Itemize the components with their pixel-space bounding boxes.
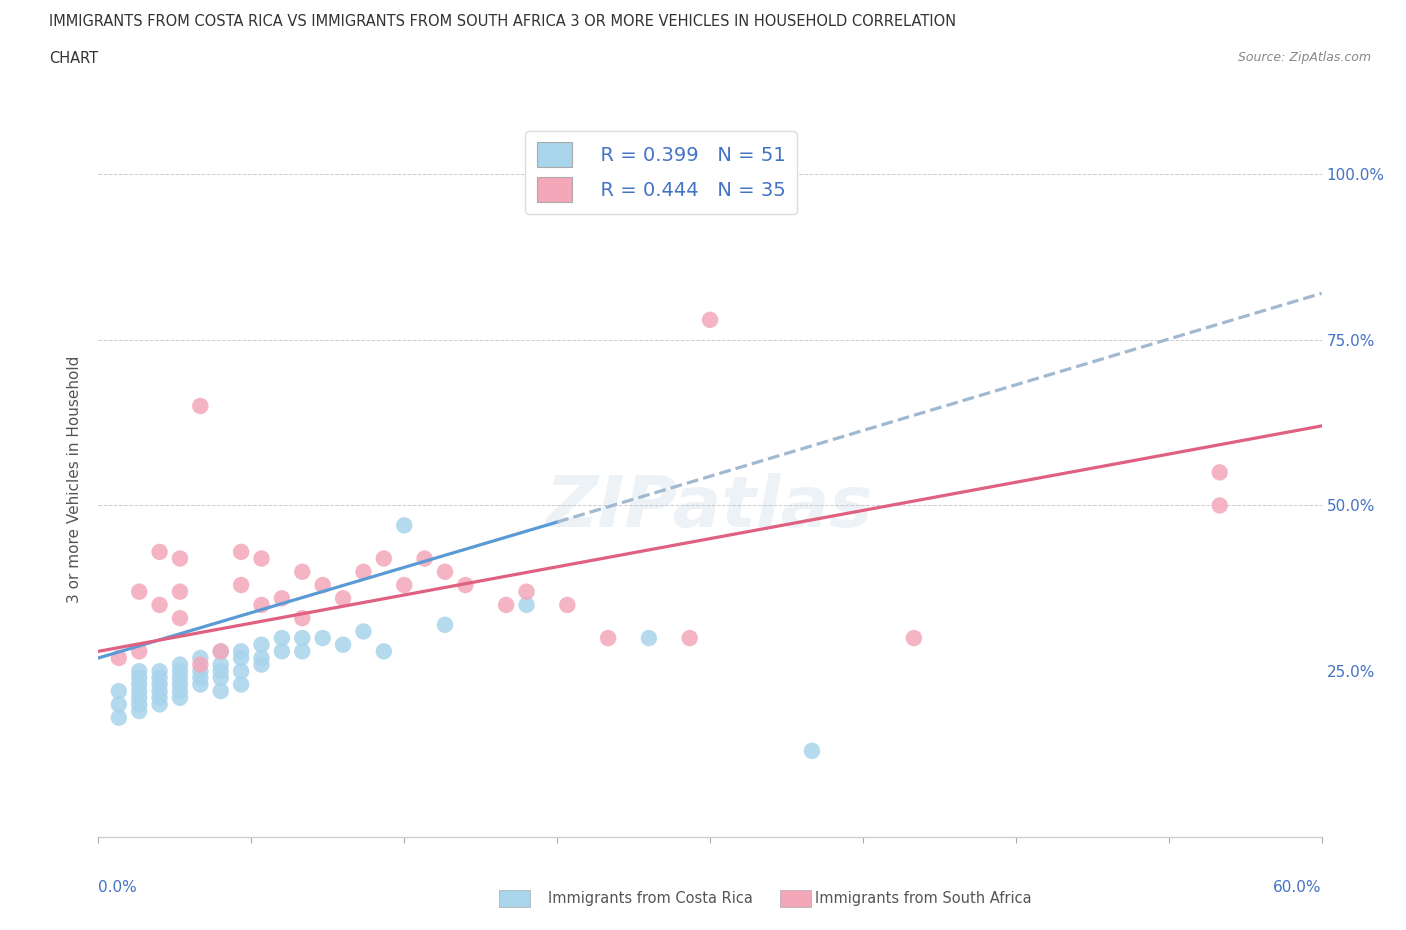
- Point: [108, 711, 131, 725]
- Point: [149, 684, 172, 698]
- Point: [169, 664, 191, 679]
- Point: [231, 651, 253, 666]
- Point: [128, 684, 150, 698]
- Point: [149, 597, 172, 612]
- Point: [434, 565, 457, 579]
- Point: [149, 544, 172, 559]
- Point: [699, 312, 721, 327]
- Point: [209, 644, 232, 658]
- Point: [149, 690, 172, 705]
- Point: [149, 677, 172, 692]
- Point: [128, 584, 150, 599]
- Point: [128, 690, 150, 705]
- Point: [270, 631, 294, 645]
- Point: [231, 544, 253, 559]
- Point: [169, 658, 191, 672]
- Point: [108, 697, 131, 711]
- Point: [209, 664, 232, 679]
- Point: [188, 399, 212, 414]
- Y-axis label: 3 or more Vehicles in Household: 3 or more Vehicles in Household: [67, 355, 83, 603]
- Point: [188, 664, 212, 679]
- Point: [291, 644, 314, 658]
- Point: [149, 664, 172, 679]
- Point: [188, 677, 212, 692]
- Point: [373, 551, 395, 566]
- Point: [312, 631, 335, 645]
- Point: [454, 578, 477, 592]
- Point: [903, 631, 925, 645]
- Point: [169, 684, 191, 698]
- Point: [209, 644, 232, 658]
- Text: Immigrants from South Africa: Immigrants from South Africa: [815, 891, 1032, 906]
- Point: [352, 624, 374, 639]
- Point: [169, 677, 191, 692]
- Point: [291, 565, 314, 579]
- Point: [392, 578, 416, 592]
- Point: [128, 671, 150, 685]
- Point: [250, 637, 273, 652]
- Point: [169, 690, 191, 705]
- Point: [291, 611, 314, 626]
- Point: [332, 637, 354, 652]
- Point: [557, 597, 579, 612]
- Text: 60.0%: 60.0%: [1274, 880, 1322, 895]
- Point: [149, 671, 172, 685]
- Point: [169, 611, 191, 626]
- Point: [231, 677, 253, 692]
- Point: [108, 651, 131, 666]
- Point: [413, 551, 436, 566]
- Point: [250, 551, 273, 566]
- Point: [128, 697, 150, 711]
- Point: [270, 591, 294, 605]
- Point: [270, 644, 294, 658]
- Point: [801, 743, 824, 758]
- Point: [250, 597, 273, 612]
- Point: [149, 697, 172, 711]
- Point: [638, 631, 661, 645]
- Point: [332, 591, 354, 605]
- Point: [169, 584, 191, 599]
- Point: [209, 671, 232, 685]
- Text: IMMIGRANTS FROM COSTA RICA VS IMMIGRANTS FROM SOUTH AFRICA 3 OR MORE VEHICLES IN: IMMIGRANTS FROM COSTA RICA VS IMMIGRANTS…: [49, 14, 956, 29]
- Point: [108, 684, 131, 698]
- Point: [169, 551, 191, 566]
- Text: Source: ZipAtlas.com: Source: ZipAtlas.com: [1237, 51, 1371, 64]
- Point: [373, 644, 395, 658]
- Point: [679, 631, 702, 645]
- Point: [231, 664, 253, 679]
- Point: [188, 651, 212, 666]
- Point: [598, 631, 620, 645]
- Point: [250, 651, 273, 666]
- Point: [128, 664, 150, 679]
- Point: [516, 597, 538, 612]
- Point: [1209, 498, 1232, 513]
- Point: [209, 658, 232, 672]
- Point: [291, 631, 314, 645]
- Point: [1209, 465, 1232, 480]
- Point: [209, 684, 232, 698]
- Point: [392, 518, 416, 533]
- Point: [495, 597, 517, 612]
- Point: [231, 644, 253, 658]
- Legend:   R = 0.399   N = 51,   R = 0.444   N = 35: R = 0.399 N = 51, R = 0.444 N = 35: [526, 130, 797, 214]
- Point: [128, 677, 150, 692]
- Point: [128, 644, 150, 658]
- Point: [169, 671, 191, 685]
- Point: [516, 584, 538, 599]
- Point: [312, 578, 335, 592]
- Point: [250, 658, 273, 672]
- Text: 0.0%: 0.0%: [98, 880, 138, 895]
- Point: [188, 658, 212, 672]
- Text: ZIPatlas: ZIPatlas: [547, 473, 873, 542]
- Point: [434, 618, 457, 632]
- Point: [352, 565, 374, 579]
- Text: Immigrants from Costa Rica: Immigrants from Costa Rica: [548, 891, 754, 906]
- Point: [231, 578, 253, 592]
- Point: [188, 671, 212, 685]
- Point: [128, 704, 150, 719]
- Text: CHART: CHART: [49, 51, 98, 66]
